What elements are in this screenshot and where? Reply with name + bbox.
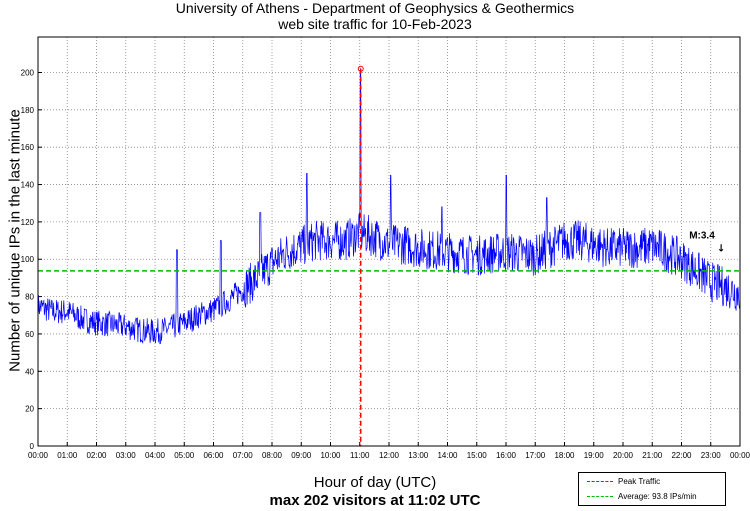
- x-tick-label: 09:00: [291, 451, 312, 460]
- x-tick-label: 07:00: [233, 451, 254, 460]
- legend-peak: Peak Traffic: [587, 477, 660, 486]
- x-tick-label: 06:00: [203, 451, 224, 460]
- chart-subtitle: web site traffic for 10-Feb-2023: [278, 16, 472, 32]
- y-tick-label: 140: [21, 181, 35, 190]
- x-tick-label: 21:00: [642, 451, 663, 460]
- y-tick-label: 20: [25, 405, 34, 414]
- legend-average: Average: 93.8 IPs/min: [587, 492, 697, 501]
- y-tick-label: 0: [30, 442, 35, 451]
- legend-peak-label: Peak Traffic: [618, 477, 661, 486]
- y-tick-label: 160: [21, 143, 35, 152]
- x-axis-label: Hour of day (UTC): [313, 474, 437, 491]
- chart-title: University of Athens - Department of Geo…: [175, 0, 575, 16]
- x-tick-label: 14:00: [437, 451, 458, 460]
- plot-frame: [37, 36, 741, 447]
- y-tick-label: 120: [21, 218, 35, 227]
- x-tick-label: 20:00: [613, 451, 634, 460]
- y-tick-label: 40: [25, 367, 34, 376]
- y-axis-label: Number of unique IPs in the last minute: [6, 109, 24, 372]
- x-tick-label: 11:00: [350, 451, 370, 460]
- legend-average-label: Average: 93.8 IPs/min: [618, 492, 697, 501]
- y-tick-label: 180: [21, 106, 35, 115]
- y-tick-label: 100: [21, 255, 35, 264]
- legend-average-swatch: [587, 496, 613, 497]
- x-tick-label: 23:00: [701, 451, 722, 460]
- x-tick-label: 04:00: [145, 451, 166, 460]
- peak-marker: [357, 65, 364, 72]
- x-tick-label: 13:00: [408, 451, 429, 460]
- x-tick-label: 10:00: [320, 451, 341, 460]
- x-tick-label: 19:00: [584, 451, 605, 460]
- legend: Peak Traffic Average: 93.8 IPs/min: [578, 472, 726, 506]
- x-tick-label: 17:00: [525, 451, 546, 460]
- x-tick-label: 12:00: [379, 451, 400, 460]
- y-tick-label: 200: [21, 68, 35, 77]
- x-tick-label: 08:00: [262, 451, 283, 460]
- y-tick-label: 60: [25, 330, 34, 339]
- x-tick-label: 00:00: [28, 451, 49, 460]
- x-tick-label: 22:00: [671, 451, 692, 460]
- x-tick-label: 01:00: [57, 451, 78, 460]
- x-tick-label: 16:00: [496, 451, 517, 460]
- traffic-line: [37, 68, 741, 345]
- x-tick-label: 05:00: [174, 451, 195, 460]
- legend-peak-swatch: [587, 481, 613, 482]
- x-tick-label: 00:00: [730, 451, 750, 460]
- y-tick-label: 80: [25, 293, 34, 302]
- x-tick-label: 18:00: [554, 451, 575, 460]
- x-tick-label: 15:00: [467, 451, 488, 460]
- x-tick-label: 02:00: [86, 451, 107, 460]
- max-visitors-label: max 202 visitors at 11:02 UTC: [269, 492, 481, 509]
- x-tick-label: 03:00: [116, 451, 137, 460]
- down-arrow-icon: ↓: [717, 244, 725, 255]
- magnitude-annotation: M:3.4: [689, 231, 715, 242]
